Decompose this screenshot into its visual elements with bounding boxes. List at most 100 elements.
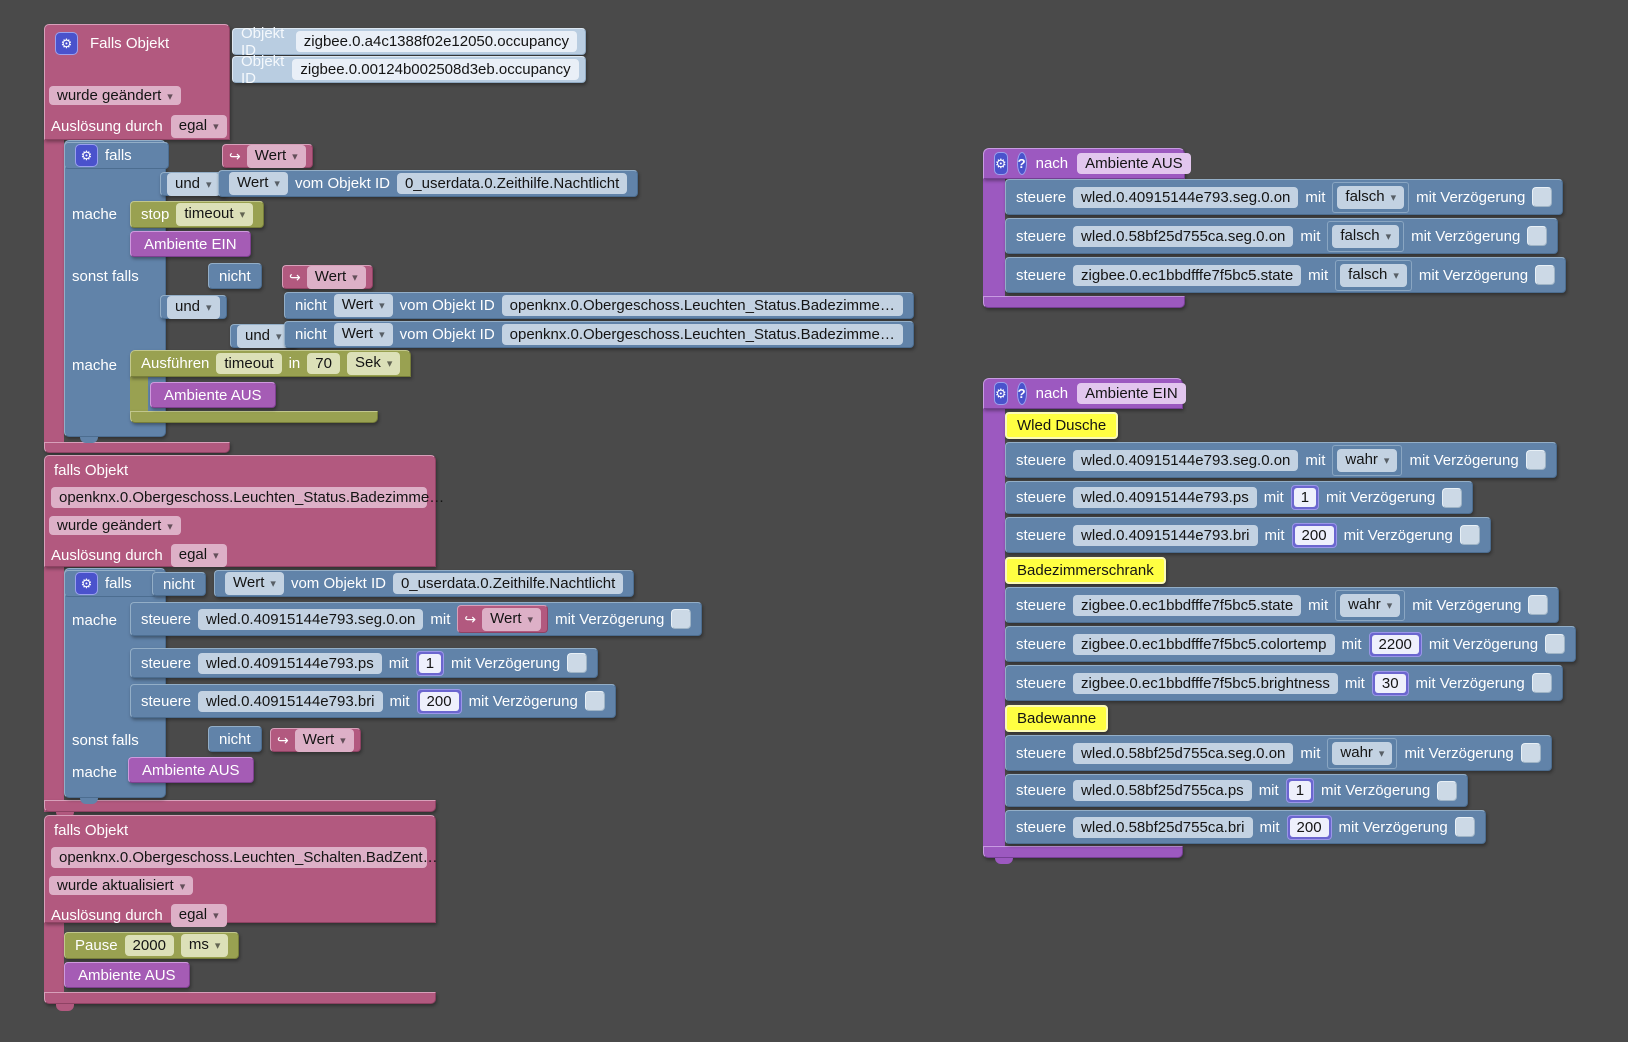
comment-wled-dusche[interactable]: Wled Dusche <box>1005 412 1119 439</box>
trigger-oid-value[interactable]: openknx.0.Obergeschoss.Leuchten_Status.B… <box>51 487 444 508</box>
wert-dropdown[interactable]: Wert <box>333 294 393 317</box>
and-dropdown[interactable]: und <box>237 324 290 348</box>
if-header[interactable]: falls <box>64 142 169 169</box>
bool-value-block[interactable]: falsch <box>1332 181 1410 213</box>
delay-checkbox[interactable] <box>1527 226 1548 246</box>
trigger-block-c[interactable]: falls Objekt openknx.0.Obergeschoss.Leuc… <box>44 815 438 927</box>
if-block-a[interactable] <box>64 140 166 437</box>
trigger-block-b[interactable]: falls Objekt openknx.0.Obergeschoss.Leuc… <box>44 455 444 567</box>
bool-value-block[interactable]: wahr <box>1327 737 1398 769</box>
oid-value[interactable]: wled.0.40915144e793.bri <box>198 690 383 712</box>
steuere-block[interactable]: steuere wled.0.40915144e793.ps mit 1 mit… <box>1005 481 1474 514</box>
if-header[interactable]: falls <box>64 570 157 597</box>
steuere-block[interactable]: steuere wled.0.40915144e793.ps mit 1 mit… <box>130 648 599 678</box>
steuere-block[interactable]: steuere zigbee.0.ec1bbdfffe7f5bc5.bright… <box>1005 665 1563 701</box>
and-block[interactable]: und <box>160 172 227 196</box>
dropdown-egal[interactable]: egal <box>170 115 227 138</box>
pause-unit-dropdown[interactable]: ms <box>180 934 229 957</box>
oid-value[interactable]: 0_userdata.0.Zeithilfe.Nachtlicht <box>392 573 624 594</box>
oid-value[interactable]: zigbee.0.ec1bbdfffe7f5bc5.state <box>1073 264 1302 286</box>
gear-icon[interactable] <box>75 144 98 167</box>
wert-vom-objekt-block[interactable]: Wert vom Objekt ID 0_userdata.0.Zeithilf… <box>214 570 635 597</box>
gear-icon[interactable] <box>994 152 1008 175</box>
number-value-block[interactable]: 200 <box>1291 522 1337 548</box>
not-block[interactable]: nicht <box>152 572 206 596</box>
number-value-block[interactable]: 200 <box>416 688 462 714</box>
wert-dropdown[interactable]: Wert <box>246 144 306 168</box>
objekt-id-block[interactable]: Objekt ID zigbee.0.a4c1388f02e12050.occu… <box>232 25 586 59</box>
wert-dropdown[interactable]: Wert <box>333 323 393 346</box>
oid-value[interactable]: wled.0.40915144e793.seg.0.on <box>1073 449 1299 471</box>
oid-value[interactable]: wled.0.58bf25d755ca.seg.0.on <box>1073 225 1294 247</box>
dropdown-wurde-geaendert[interactable]: wurde geändert <box>49 86 181 105</box>
dropdown-egal[interactable]: egal <box>170 544 227 567</box>
help-icon[interactable] <box>1016 152 1027 175</box>
steuere-block[interactable]: steuere wled.0.40915144e793.bri mit 200 … <box>1005 517 1491 553</box>
bool-value-block[interactable]: falsch <box>1335 259 1412 291</box>
function-call-ambiente-ein[interactable]: Ambiente EIN <box>130 231 251 257</box>
trigger-oid-value[interactable]: openknx.0.Obergeschoss.Leuchten_Schalten… <box>51 847 438 868</box>
wert-dropdown[interactable]: Wert <box>225 572 284 595</box>
timeout-dropdown[interactable]: timeout <box>176 203 254 226</box>
steuere-block[interactable]: steuere wled.0.58bf25d755ca.seg.0.on mit… <box>1005 218 1559 254</box>
function-call-ambiente-aus[interactable]: Ambiente AUS <box>64 962 190 988</box>
function-block-aus[interactable]: nach Ambiente AUS <box>983 148 1191 179</box>
function-call-ambiente-aus[interactable]: Ambiente AUS <box>150 382 276 408</box>
number-value-block[interactable]: 30 <box>1371 670 1409 696</box>
function-call-ambiente-aus[interactable]: Ambiente AUS <box>128 757 254 783</box>
gear-icon[interactable] <box>75 572 98 595</box>
comment-badezimmerschrank[interactable]: Badezimmerschrank <box>1005 557 1166 584</box>
oid-value[interactable]: zigbee.0.ec1bbdfffe7f5bc5.state <box>1073 594 1302 616</box>
wert-dropdown[interactable]: Wert <box>229 172 288 195</box>
oid-value[interactable]: zigbee.0.ec1bbdfffe7f5bc5.brightness <box>1073 672 1338 694</box>
delay-unit-dropdown[interactable]: Sek <box>346 352 401 375</box>
oid-value[interactable]: wled.0.40915144e793.ps <box>198 652 382 674</box>
delay-checkbox[interactable] <box>1525 450 1546 470</box>
gear-icon[interactable] <box>55 32 78 55</box>
function-name-field[interactable]: Ambiente EIN <box>1077 383 1186 404</box>
help-icon[interactable] <box>1016 382 1027 405</box>
wert-insert-block[interactable]: Wert <box>222 144 313 168</box>
pause-block[interactable]: Pause 2000 ms <box>64 932 240 959</box>
timeout-name-field[interactable]: timeout <box>216 353 282 374</box>
oid-value[interactable]: wled.0.58bf25d755ca.bri <box>1073 816 1253 838</box>
dropdown-wurde-aktualisiert[interactable]: wurde aktualisiert <box>49 876 194 895</box>
not-wert-vom-objekt-block[interactable]: nicht Wert vom Objekt ID openknx.0.Oberg… <box>284 292 914 319</box>
not-block[interactable]: nicht <box>208 726 262 752</box>
and-block[interactable]: und <box>160 295 227 319</box>
bool-value-block[interactable]: wahr <box>1332 444 1403 476</box>
oid-value[interactable]: wled.0.40915144e793.seg.0.on <box>198 608 424 630</box>
dropdown-egal[interactable]: egal <box>170 904 227 927</box>
delay-checkbox[interactable] <box>1528 595 1549 615</box>
steuere-block[interactable]: steuere wled.0.58bf25d755ca.bri mit 200 … <box>1005 810 1486 844</box>
function-block-ein[interactable]: nach Ambiente EIN <box>983 378 1186 409</box>
number-value-block[interactable]: 200 <box>1286 814 1332 840</box>
steuere-block[interactable]: steuere wled.0.40915144e793.seg.0.on mit… <box>130 602 703 636</box>
oid-value[interactable]: wled.0.40915144e793.seg.0.on <box>1073 186 1299 208</box>
steuere-block[interactable]: steuere wled.0.40915144e793.seg.0.on mit… <box>1005 442 1557 478</box>
steuere-block[interactable]: steuere zigbee.0.ec1bbdfffe7f5bc5.state … <box>1005 257 1567 293</box>
delay-checkbox[interactable] <box>1454 817 1475 837</box>
comment-badewanne[interactable]: Badewanne <box>1005 705 1109 732</box>
dropdown-wurde-geaendert[interactable]: wurde geändert <box>49 516 181 535</box>
wert-dropdown[interactable]: Wert <box>306 265 366 289</box>
not-block[interactable]: nicht <box>208 263 262 289</box>
oid-value[interactable]: wled.0.40915144e793.bri <box>1073 524 1258 546</box>
number-value-block[interactable]: 2200 <box>1368 631 1422 657</box>
delay-checkbox[interactable] <box>1531 673 1552 693</box>
steuere-block[interactable]: steuere zigbee.0.ec1bbdfffe7f5bc5.colort… <box>1005 626 1577 662</box>
number-value-block[interactable]: 1 <box>1290 485 1320 510</box>
oid-value[interactable]: openknx.0.Obergeschoss.Leuchten_Status.B… <box>501 295 903 316</box>
objekt-id-block[interactable]: Objekt ID zigbee.0.00124b002508d3eb.occu… <box>232 53 586 87</box>
delay-checkbox[interactable] <box>567 653 588 673</box>
gear-icon[interactable] <box>994 382 1008 405</box>
delay-checkbox[interactable] <box>584 691 605 711</box>
delay-checkbox[interactable] <box>1459 525 1480 545</box>
steuere-block[interactable]: steuere wled.0.40915144e793.seg.0.on mit… <box>1005 179 1564 215</box>
number-value-block[interactable]: 1 <box>415 650 445 676</box>
steuere-block[interactable]: steuere wled.0.58bf25d755ca.ps mit 1 mit… <box>1005 774 1469 807</box>
wert-insert-block[interactable]: Wert <box>270 728 361 752</box>
delay-checkbox[interactable] <box>1442 487 1463 508</box>
steuere-block[interactable]: steuere zigbee.0.ec1bbdfffe7f5bc5.state … <box>1005 587 1560 623</box>
